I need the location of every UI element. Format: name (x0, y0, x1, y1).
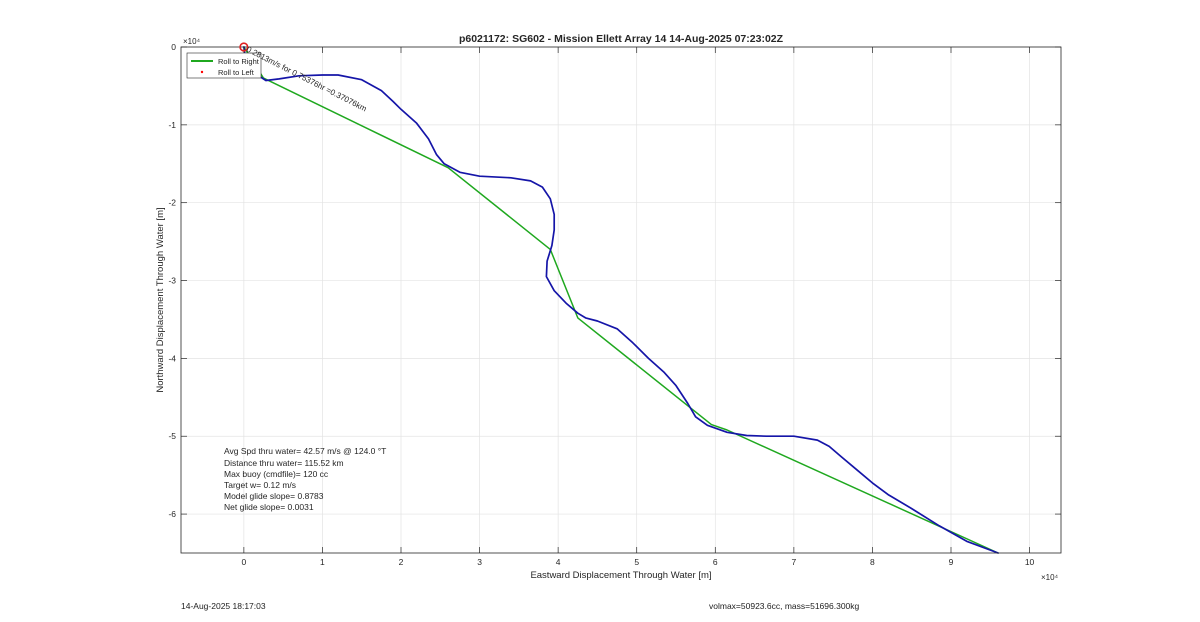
stats-line: Model glide slope= 0.8783 (224, 491, 324, 501)
stats-line: Target w= 0.12 m/s (224, 480, 296, 490)
track-line (243, 46, 999, 554)
y-tick-label: -6 (168, 509, 176, 519)
chart-title: p6021172: SG602 - Mission Ellett Array 1… (459, 33, 784, 45)
stats-line: Max buoy (cmdfile)= 120 cc (224, 469, 329, 479)
x-tick-label: 1 (320, 557, 325, 567)
x-tick-label: 5 (634, 557, 639, 567)
axis-ticks: 0 1 2 3 4 5 6 7 8 9 10 0 -1 -2 -3 -4 -5 -6 (168, 42, 1061, 567)
x-exponent-label: ×10⁴ (1041, 573, 1059, 582)
y-tick-label: -2 (168, 198, 176, 208)
start-marker (239, 42, 249, 52)
axes-background (181, 47, 1061, 553)
x-axis-label: Eastward Displacement Through Water [m] (530, 570, 711, 581)
stats-line: Distance thru water= 115.52 km (224, 458, 344, 468)
y-tick-label: 0 (171, 42, 176, 52)
x-tick-label: 2 (399, 557, 404, 567)
y-tick-label: -5 (168, 431, 176, 441)
x-tick-label: 9 (949, 557, 954, 567)
y-axis-label: Northward Displacement Through Water [m] (155, 207, 166, 392)
legend-roll-left-label: Roll to Left (218, 68, 255, 77)
stats-line: Net glide slope= 0.0031 (224, 502, 314, 512)
footer-timestamp: 14-Aug-2025 18:17:03 (181, 601, 266, 611)
x-tick-label: 10 (1025, 557, 1035, 567)
x-tick-label: 8 (870, 557, 875, 567)
footer-volmax-mass: volmax=50923.6cc, mass=51696.300kg (709, 601, 860, 611)
x-tick-label: 3 (477, 557, 482, 567)
legend-box (186, 52, 262, 79)
y-tick-label: -1 (168, 120, 176, 130)
y-exponent-label: ×10⁴ (183, 37, 201, 46)
stats-text-block: Avg Spd thru water= 42.57 m/s @ 124.0 °T… (224, 446, 386, 512)
x-tick-label: 7 (791, 557, 796, 567)
x-tick-label: 0 (241, 557, 246, 567)
y-tick-label: -3 (168, 276, 176, 286)
legend: Roll to Right Roll to Left (186, 52, 262, 79)
y-tick-label: -4 (168, 353, 176, 363)
roll-to-right-line (243, 46, 999, 554)
axes-box (180, 46, 1062, 554)
legend-roll-left-swatch (200, 70, 204, 74)
plot-series (243, 46, 999, 554)
legend-roll-right-label: Roll to Right (218, 57, 260, 66)
stats-line: Avg Spd thru water= 42.57 m/s @ 124.0 °T (224, 446, 386, 456)
x-tick-label: 6 (713, 557, 718, 567)
x-tick-label: 4 (556, 557, 561, 567)
